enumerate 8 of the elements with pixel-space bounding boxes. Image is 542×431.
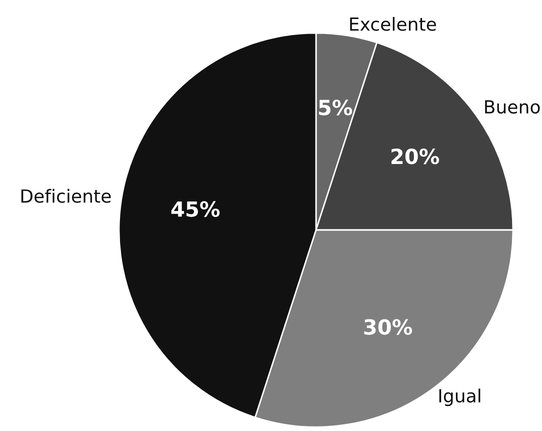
slice-label: Bueno xyxy=(485,100,540,114)
data-label: 30% xyxy=(364,319,412,335)
slice-label: Deficiente xyxy=(21,188,111,203)
data-label: 5% xyxy=(319,100,352,116)
slice-label: Igual xyxy=(439,388,480,406)
data-label: 45% xyxy=(171,201,220,217)
data-label: 20% xyxy=(392,148,440,164)
slice-label: Excelente xyxy=(350,16,436,31)
